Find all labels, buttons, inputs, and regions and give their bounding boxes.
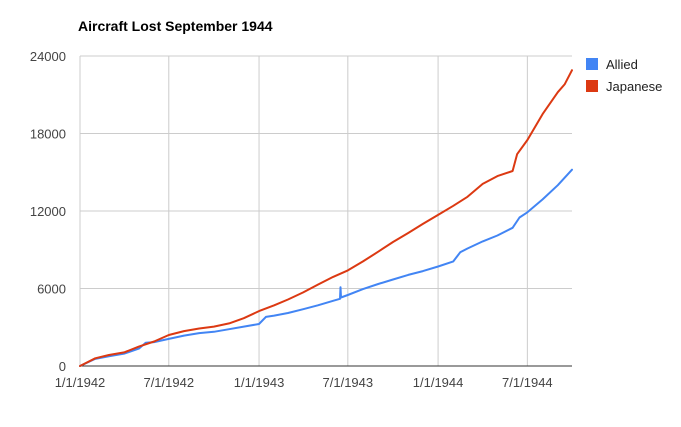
axes: 0 6000 12000 18000 24000 1/1/1942 7/1/1942 1/1/… [30, 49, 572, 390]
y-tick-label: 0 [59, 359, 66, 374]
x-tick-label: 1/1/1944 [413, 375, 464, 390]
grid [79, 55, 572, 366]
y-tick-label: 6000 [37, 282, 66, 297]
y-tick-label: 24000 [30, 49, 66, 64]
series-line-japanese [79, 69, 573, 367]
x-tick-label: 7/1/1943 [323, 375, 374, 390]
y-tick-label: 18000 [30, 127, 66, 142]
x-tick-label: 7/1/1944 [502, 375, 553, 390]
x-tick-label: 7/1/1942 [143, 375, 194, 390]
x-tick-label: 1/1/1942 [55, 375, 106, 390]
legend-swatch-allied [586, 58, 598, 70]
legend-label-japanese: Japanese [606, 79, 662, 94]
chart-title: Aircraft Lost September 1944 [78, 18, 273, 34]
y-tick-label: 12000 [30, 204, 66, 219]
series-lines [79, 69, 573, 367]
legend: Allied Japanese [586, 57, 662, 94]
series-line-allied [79, 168, 573, 367]
legend-swatch-japanese [586, 80, 598, 92]
x-tick-label: 1/1/1943 [234, 375, 285, 390]
legend-label-allied: Allied [606, 57, 638, 72]
